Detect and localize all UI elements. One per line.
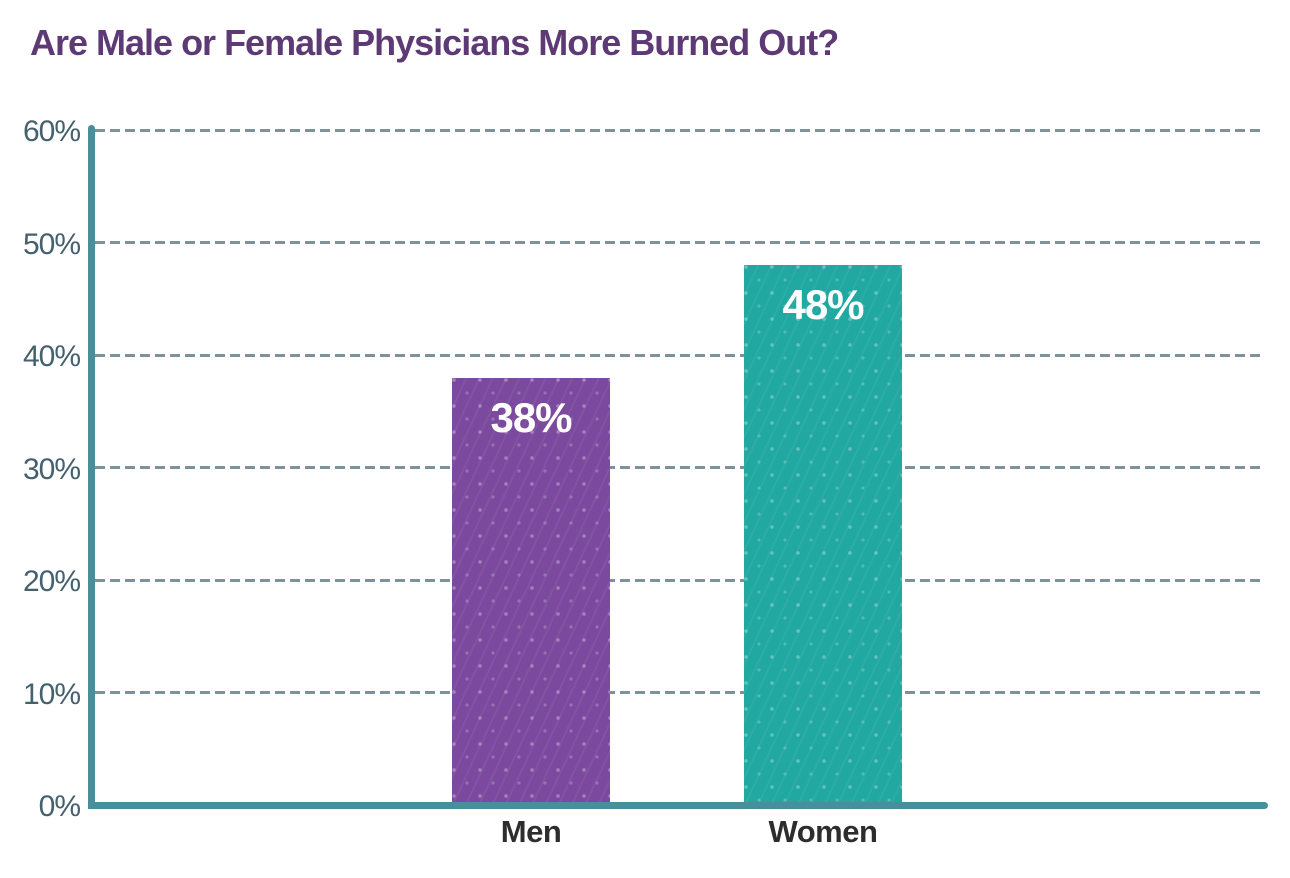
gridline (95, 578, 1265, 582)
bar-women: 48% (744, 265, 902, 802)
x-axis-line (88, 802, 1268, 809)
category-label-women: Women (768, 814, 878, 849)
gridline (95, 353, 1265, 357)
y-tick-label: 0% (38, 790, 81, 823)
y-tick-label: 30% (22, 452, 81, 486)
gridline (95, 128, 1265, 132)
category-label-men: Men (500, 814, 562, 849)
y-tick-label: 60% (22, 115, 81, 148)
gridline (95, 691, 1265, 694)
y-axis-line (88, 125, 95, 809)
y-tick-label: 20% (22, 565, 81, 598)
gridline (95, 241, 1265, 244)
bar-value-label: 38% (490, 394, 572, 441)
gridline (95, 466, 1265, 469)
bar-men: 38% (452, 378, 610, 802)
bar-value-label: 48% (782, 281, 864, 328)
y-tick-label: 50% (22, 227, 81, 261)
y-tick-label: 10% (22, 677, 81, 711)
chart-title: Are Male or Female Physicians More Burne… (30, 22, 839, 63)
y-tick-label: 40% (22, 340, 81, 373)
